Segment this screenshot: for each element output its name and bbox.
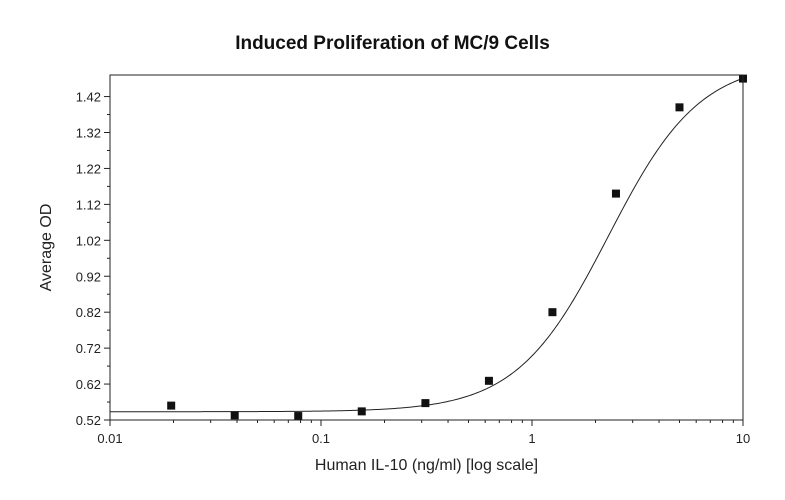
data-point (421, 399, 430, 408)
y-axis-ticks: 0.52 0.62 0.72 0.82 0.92 1.02 1.12 1.22 1.32 1.42 (76, 90, 110, 428)
x-tick-label: 10 (736, 431, 750, 446)
y-tick-label: 1.22 (76, 161, 101, 176)
data-point (230, 411, 239, 420)
data-point (675, 103, 684, 112)
y-tick-label: 1.02 (76, 233, 101, 248)
y-tick-label: 0.92 (76, 269, 101, 284)
y-tick-label: 0.82 (76, 305, 101, 320)
y-tick-label: 1.12 (76, 197, 101, 212)
x-axis-label: Human IL-10 (ng/ml) [log scale] (315, 457, 538, 474)
fit-curve (110, 77, 744, 413)
y-tick-label: 0.52 (76, 413, 101, 428)
data-point (294, 412, 303, 421)
x-axis-ticks: 0.01 0.1 1 10 (97, 420, 750, 446)
data-point (484, 376, 493, 385)
x-tick-label: 1 (528, 431, 535, 446)
data-point (611, 189, 620, 198)
chart-title: Induced Proliferation of MC/9 Cells (235, 33, 550, 54)
plot-frame (109, 74, 744, 421)
fit-curve-layer (110, 77, 744, 413)
y-axis-label: Average OD (38, 204, 55, 292)
y-tick-label: 0.62 (76, 377, 101, 392)
data-point (548, 308, 557, 317)
y-tick-label: 1.32 (76, 126, 101, 141)
x-tick-label: 0.1 (312, 431, 330, 446)
y-tick-label: 1.42 (76, 90, 101, 105)
data-point (357, 407, 366, 416)
x-tick-label: 0.01 (97, 431, 122, 446)
data-points-layer (167, 74, 747, 421)
y-tick-label: 0.72 (76, 341, 101, 356)
data-point (167, 401, 176, 410)
